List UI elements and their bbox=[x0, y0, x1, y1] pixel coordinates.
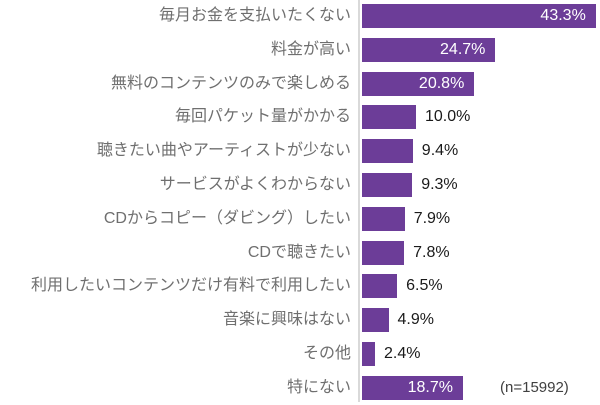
category-label: 無料のコンテンツのみで楽しめる bbox=[110, 74, 351, 92]
bar-row: 聴きたい曲やアーティストが少ない 9.4% bbox=[0, 139, 600, 173]
bar-area: 18.7% bbox=[360, 375, 600, 400]
value-label-outside: 7.9% bbox=[413, 209, 451, 227]
bar-area: 7.9% bbox=[360, 206, 600, 231]
bar-area: 9.3% bbox=[360, 172, 600, 197]
category-label: その他 bbox=[302, 344, 351, 362]
value-label-inside: 43.3% bbox=[540, 7, 586, 24]
bar-row: 毎回パケット量がかかる 10.0% bbox=[0, 105, 600, 139]
category-label: CDからコピー（ダビング）したい bbox=[103, 209, 351, 227]
category-label: 毎月お金を支払いたくない bbox=[158, 7, 351, 24]
value-label-outside: 10.0% bbox=[425, 108, 471, 126]
value-label-inside: 18.7% bbox=[407, 378, 453, 396]
category-label: 毎回パケット量がかかる bbox=[174, 108, 351, 126]
value-label-outside: 4.9% bbox=[397, 311, 434, 329]
category-label: 聴きたい曲やアーティストが少ない bbox=[96, 142, 351, 160]
value-label-inside: 24.7% bbox=[440, 40, 486, 58]
bar: 18.7% bbox=[362, 375, 463, 400]
bar-row: その他 2.4% bbox=[0, 341, 600, 376]
bar-area: 20.8% bbox=[360, 71, 600, 96]
y-axis-line bbox=[358, 0, 360, 402]
value-label-outside: 2.4% bbox=[384, 344, 421, 362]
bar-area: 6.5% bbox=[360, 274, 600, 299]
category-label: サービスがよくわからない bbox=[159, 175, 351, 193]
category-label: CDで聴きたい bbox=[247, 243, 351, 261]
bar-area: 2.4% bbox=[360, 341, 600, 366]
bar bbox=[362, 308, 389, 333]
bar: 24.7% bbox=[362, 37, 496, 62]
value-label-outside: 9.4% bbox=[421, 142, 459, 160]
bar-area: 9.4% bbox=[360, 139, 600, 164]
bar-row: CDで聴きたい 7.8% bbox=[0, 240, 600, 275]
category-label: 利用したいコンテンツだけ有料で利用したい bbox=[30, 277, 351, 295]
bar bbox=[362, 341, 375, 366]
bar-row: 無料のコンテンツのみで楽しめる 20.8% bbox=[0, 71, 600, 106]
bar-row: 毎月お金を支払いたくない 43.3% bbox=[0, 4, 600, 38]
bar-row: 利用したいコンテンツだけ有料で利用したい 6.5% bbox=[0, 274, 600, 308]
bar-area: 43.3% bbox=[360, 4, 600, 28]
bar bbox=[362, 105, 416, 130]
value-label-outside: 9.3% bbox=[421, 175, 458, 193]
category-label: 特にない bbox=[286, 378, 351, 396]
category-label: 料金が高い bbox=[270, 40, 351, 58]
bar: 20.8% bbox=[362, 71, 475, 96]
bar bbox=[362, 240, 405, 265]
bar: 43.3% bbox=[362, 4, 596, 28]
bar-rows-container: 毎月お金を支払いたくない 43.3% 料金が高い 24.7% 無料のコンテンツの… bbox=[0, 4, 600, 405]
bar-row: 特にない 18.7% bbox=[0, 375, 600, 405]
bar bbox=[362, 274, 398, 299]
value-label-inside: 20.8% bbox=[418, 74, 465, 92]
bar-area: 10.0% bbox=[360, 105, 600, 130]
bar bbox=[362, 172, 413, 197]
bar-row: サービスがよくわからない 9.3% bbox=[0, 172, 600, 207]
bar-area: 7.8% bbox=[360, 240, 600, 265]
bar bbox=[362, 139, 413, 164]
value-label-outside: 6.5% bbox=[406, 277, 443, 295]
value-label-outside: 7.8% bbox=[413, 243, 450, 261]
bar-area: 24.7% bbox=[360, 37, 600, 62]
category-label: 音楽に興味はない bbox=[222, 311, 351, 329]
sample-size-annotation: (n=15992) bbox=[500, 379, 569, 396]
bar bbox=[362, 206, 405, 231]
bar-row: CDからコピー（ダビング）したい 7.9% bbox=[0, 206, 600, 241]
bar-row: 音楽に興味はない 4.9% bbox=[0, 308, 600, 342]
bar-row: 料金が高い 24.7% bbox=[0, 37, 600, 72]
bar-area: 4.9% bbox=[360, 308, 600, 333]
